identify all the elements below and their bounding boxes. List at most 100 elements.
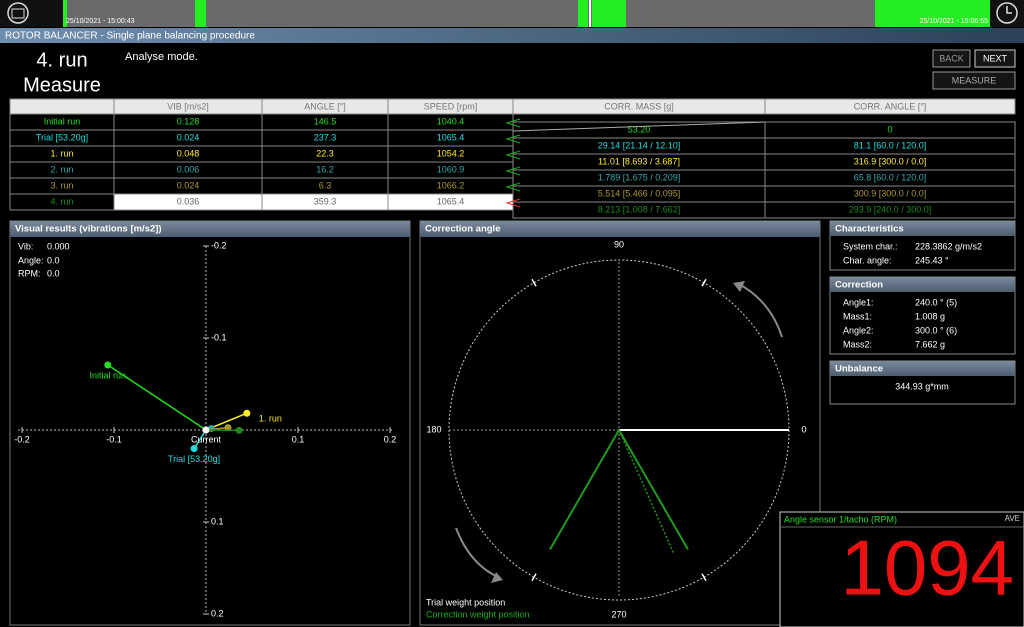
y-tick-label: 0.1 [211, 516, 224, 526]
column-header: SPEED [rpm] [424, 101, 478, 111]
correction-title: Correction [835, 280, 883, 291]
row-link-arrow [505, 198, 521, 208]
visual-header [10, 221, 410, 237]
item-value: 1.008 g [915, 311, 945, 321]
rotation-arrowhead [733, 281, 745, 292]
unbalance-value: 344.93 g*mm [895, 381, 949, 391]
cell-value: 146.5 [314, 116, 337, 126]
row-label: Initial run [44, 116, 81, 126]
cell-value: 65.8 [60.0 / 120.0] [854, 172, 927, 182]
item-label: Char. angle: [843, 255, 892, 265]
rpm-mode: AVE [1005, 514, 1020, 523]
cell-value: 6.3 [319, 180, 332, 190]
measure-button[interactable] [932, 71, 1016, 90]
characteristics-header [830, 221, 1015, 236]
timeline-blocks [63, 0, 990, 27]
rotation-arrowhead [491, 572, 503, 583]
cell-value: 0.128 [177, 116, 200, 126]
item-value: 240.0 ° (5) [915, 297, 957, 307]
item-label: Angle1: [843, 297, 874, 307]
timeline-track[interactable] [63, 0, 990, 27]
legend-correction: Correction weight position [426, 609, 530, 619]
cell [764, 201, 1016, 219]
y-tick-label: -0.1 [211, 332, 227, 342]
run-point [104, 361, 112, 369]
unbalance-title: Unbalance [835, 364, 883, 375]
mode-text: Analyse mode. [125, 51, 198, 63]
row-label: 3. run [50, 180, 73, 190]
column-header: CORR. MASS [g] [604, 101, 674, 111]
circle-tick [531, 278, 537, 287]
y-tick-label: 0.2 [211, 608, 224, 618]
cell-value: 81.1 [60.0 / 120.0] [854, 140, 927, 150]
cell-value: 0 [887, 124, 892, 134]
visual-plot: -0.2 -0.1 0.1 0.2 -0.2 -0.1 0.1 0.2 Initial run T… [14, 240, 396, 618]
correction-plot: 0 90 180 270 [426, 239, 806, 619]
correction-line [549, 429, 620, 551]
run-point [235, 426, 243, 434]
angle-label: 180 [426, 424, 441, 434]
trial-slope [512, 121, 766, 132]
row-link-arrow [505, 150, 521, 160]
rpm-title: Angle sensor 1/tacho (RPM) [784, 514, 897, 524]
cell-value: 29.14 [21.14 / 12.10] [598, 140, 681, 150]
run-label: Initial run [90, 370, 127, 380]
vib-label: Vib: [18, 241, 33, 251]
cell-value: 0.048 [177, 148, 200, 158]
cell-value: 8.213 [1.008 / 7.662] [598, 204, 681, 214]
vib-value: 0.000 [47, 241, 70, 251]
x-tick-label: -0.1 [106, 434, 122, 444]
clock-icon[interactable] [996, 2, 1018, 24]
step-subtitle: Measure [23, 74, 101, 96]
angle-label: 0 [801, 424, 806, 434]
angle-value: 0.0 [47, 255, 60, 265]
next-label[interactable]: NEXT [983, 53, 1008, 63]
visual-title: Visual results (vibrations [m/s2]) [15, 224, 162, 235]
cell-value: 316.9 [300.0 / 0.0] [854, 156, 927, 166]
cell-value: 1040.4 [437, 116, 465, 126]
current-label: Current [191, 434, 222, 444]
cell-value: 1060.9 [437, 164, 465, 174]
row-label: 4. run [50, 196, 73, 206]
resultant-line [618, 429, 675, 554]
column-header: VIB [m/s2] [167, 101, 209, 111]
angle-label: 270 [611, 609, 626, 619]
row-label: Trial [53.20g] [36, 132, 88, 142]
cell-value: 11.01 [8.693 / 3.687] [598, 156, 680, 166]
circle-tick [531, 573, 537, 582]
column-header: CORR. ANGLE [°] [854, 101, 927, 111]
run-point [243, 409, 251, 417]
calendar-icon[interactable] [7, 2, 29, 24]
run-label: Trial [53.20g] [168, 454, 220, 464]
item-value: 7.662 g [915, 339, 945, 349]
row-label: 2. run [50, 164, 73, 174]
cell-value: 0.036 [177, 196, 200, 206]
rpm-panel [779, 511, 1024, 627]
visual-panel [9, 220, 411, 626]
measure-label[interactable]: MEASURE [952, 75, 997, 85]
item-label: Mass1: [843, 311, 872, 321]
legend-trial: Trial weight position [426, 597, 505, 607]
circle-tick [701, 573, 707, 582]
cell-value: 22.3 [316, 148, 334, 158]
cell-value: 53.20 [628, 124, 651, 134]
rpm-value: 1094 [840, 524, 1014, 612]
correction-plot-title: Correction angle [425, 224, 501, 235]
cell-value: 0.024 [177, 180, 200, 190]
run-vector [193, 429, 207, 449]
item-value: 300.0 ° (6) [915, 325, 957, 335]
row-link-arrow [505, 166, 521, 176]
title-bar [0, 28, 1024, 43]
row-link-arrow [505, 118, 521, 128]
x-tick-label: -0.2 [14, 434, 30, 444]
column-header: ANGLE [°] [304, 101, 346, 111]
timeline-cursor [589, 0, 591, 27]
back-button[interactable] [932, 49, 971, 68]
next-button[interactable] [974, 49, 1016, 68]
row-link-arrow [505, 182, 521, 192]
cell-value: 237.3 [314, 132, 337, 142]
cell-value: 1.789 [1.675 / 0.209] [598, 172, 681, 182]
correction-header [830, 277, 1015, 292]
back-label[interactable]: BACK [939, 53, 964, 63]
